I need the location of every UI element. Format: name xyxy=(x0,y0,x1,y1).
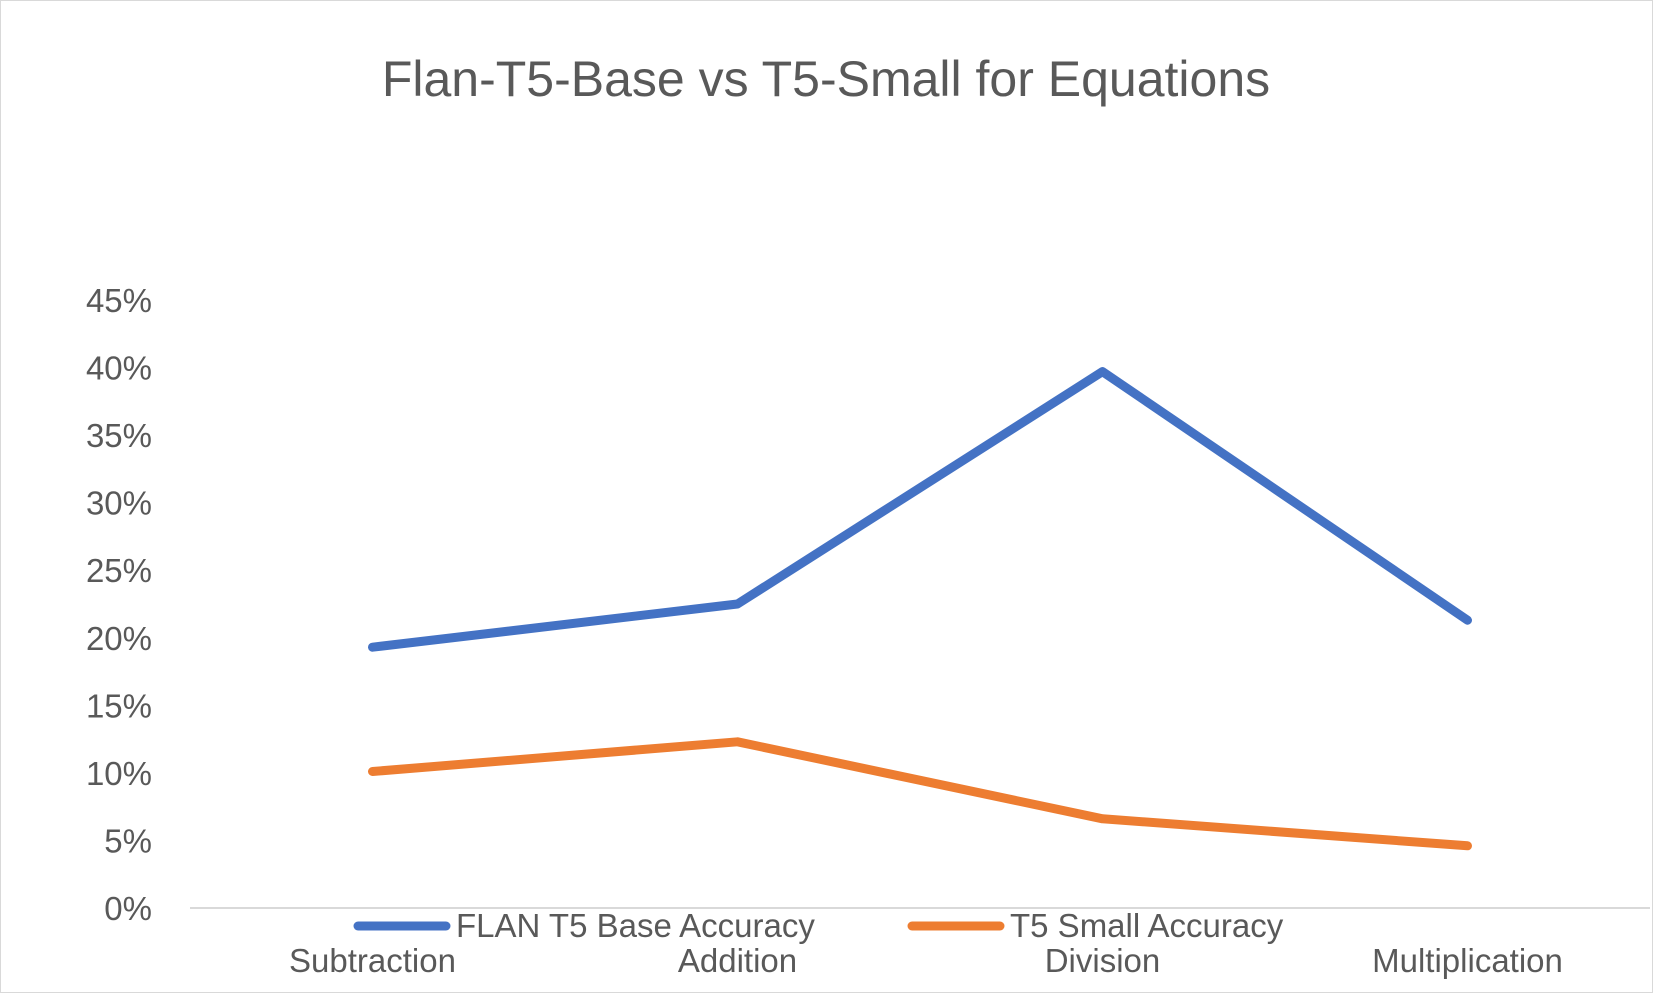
legend-label: FLAN T5 Base Accuracy xyxy=(456,907,815,944)
x-tick-label: Multiplication xyxy=(1372,942,1563,979)
y-tick-label: 10% xyxy=(86,755,152,792)
series-line-1 xyxy=(368,367,1472,652)
y-tick-label: 5% xyxy=(104,822,152,859)
x-tick-label: Addition xyxy=(678,942,797,979)
x-tick-label: Division xyxy=(1045,942,1161,979)
y-tick-label: 25% xyxy=(86,552,152,589)
y-tick-label: 45% xyxy=(86,282,152,319)
chart-title: Flan-T5-Base vs T5-Small for Equations xyxy=(382,51,1270,107)
y-tick-label: 40% xyxy=(86,350,152,387)
x-tick-label: Subtraction xyxy=(289,942,456,979)
y-tick-label: 30% xyxy=(86,485,152,522)
y-tick-label: 20% xyxy=(86,620,152,657)
series-lines xyxy=(368,367,1472,851)
legend-label: T5 Small Accuracy xyxy=(1010,907,1284,944)
series-line-2 xyxy=(368,737,1472,851)
y-axis-ticks: 0% 5% 10% 15% 20% 25% 30% 35% 40% 45% xyxy=(86,282,152,927)
legend: FLAN T5 Base Accuracy T5 Small Accuracy xyxy=(353,907,1284,944)
y-tick-label: 15% xyxy=(86,687,152,724)
x-axis-ticks: Subtraction Addition Division Multiplicatio… xyxy=(289,942,1563,979)
y-tick-label: 35% xyxy=(86,417,152,454)
y-tick-label: 0% xyxy=(104,890,152,927)
